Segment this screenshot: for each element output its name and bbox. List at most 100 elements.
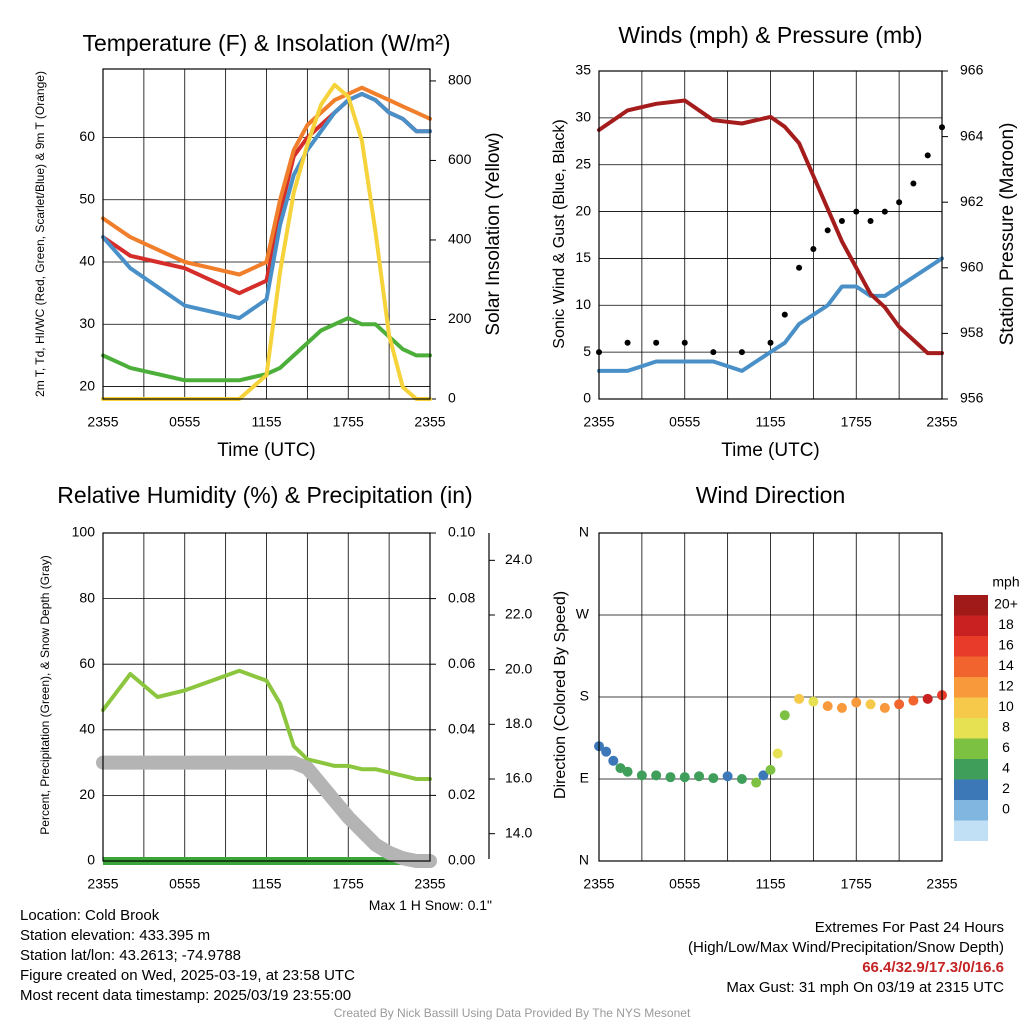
direction-point [772, 748, 783, 759]
y3-tick-label: 24.0 [505, 551, 532, 567]
y-tick-label: 25 [575, 155, 591, 171]
x-tick-label: 1155 [755, 876, 785, 892]
x-tick-label: 2355 [414, 414, 445, 430]
y-tick-label: 40 [79, 253, 95, 269]
legend-label: 4 [1002, 760, 1010, 776]
x-tick-label: 0555 [669, 414, 700, 430]
y-tick-label: 60 [79, 128, 95, 144]
x-tick-label: 1755 [841, 414, 872, 430]
legend-label: 2 [1002, 780, 1010, 796]
direction-point [922, 693, 933, 704]
series-line [597, 256, 944, 373]
y2-tick-label: 600 [448, 151, 472, 167]
x-tick-label: 2355 [583, 876, 614, 892]
y-tick-label: 10 [575, 296, 591, 312]
y2-tick-label: 400 [448, 231, 472, 247]
gust-point [924, 152, 931, 159]
y-tick-label: 35 [575, 62, 591, 78]
x-tick-label: 2355 [926, 414, 957, 430]
y-tick-label: 15 [575, 249, 591, 265]
chart-title: Winds (mph) & Pressure (mb) [618, 22, 922, 48]
gust-point [681, 339, 688, 346]
direction-point [765, 764, 776, 775]
gust-point [624, 339, 631, 346]
y-tick-label: 80 [79, 589, 95, 605]
x-tick-label: 1755 [333, 414, 364, 430]
y2-axis-label: Solar Insolation (Yellow) [483, 132, 504, 335]
direction-point [608, 755, 619, 766]
legend-title: mph [992, 574, 1019, 590]
y-axis-label: 2m T, Td, HI/WC (Red, Green, Scarlet/Blu… [33, 71, 47, 397]
legend-swatch [954, 779, 988, 800]
extremes-info: Extremes For Past 24 Hours (High/Low/Max… [688, 918, 1004, 998]
y-tick-label: 40 [79, 721, 95, 737]
legend-swatch [954, 656, 988, 677]
x-tick-label: 2355 [414, 876, 445, 892]
direction-point [758, 770, 769, 781]
y-tick-label: W [576, 606, 590, 622]
direction-point [851, 697, 862, 708]
y2-tick-label: 964 [960, 127, 984, 143]
direction-point [601, 746, 612, 757]
y-tick-label: E [580, 770, 589, 786]
legend-label: 6 [1002, 739, 1010, 755]
station-elevation: Station elevation: 433.395 m [20, 927, 211, 944]
extremes-heading: Extremes For Past 24 Hours [814, 919, 1004, 936]
snow-note: Max 1 H Snow: 0.1" [368, 897, 492, 913]
extremes-subheading: (High/Low/Max Wind/Precipitation/Snow De… [688, 939, 1004, 956]
direction-point [908, 695, 919, 706]
direction-point [636, 770, 647, 781]
y-tick-label: 50 [79, 190, 95, 206]
y2-tick-label: 962 [960, 193, 984, 209]
max-gust: Max Gust: 31 mph On 03/19 at 2315 UTC [726, 979, 1004, 996]
gust-point [796, 264, 803, 271]
gust-point [881, 208, 888, 215]
legend-swatch [954, 800, 988, 821]
plot-frame [598, 70, 943, 400]
y2-tick-label: 0.06 [448, 655, 475, 671]
direction-point [679, 772, 690, 783]
legend-swatch [954, 636, 988, 657]
legend-swatch [954, 738, 988, 759]
direction-point [794, 693, 805, 704]
x-tick-label: 0555 [169, 876, 200, 892]
direction-point [836, 702, 847, 713]
direction-point [894, 699, 905, 710]
x-tick-label: 1755 [841, 876, 872, 892]
direction-point [722, 771, 733, 782]
chart-title: Wind Direction [696, 482, 846, 508]
y2-tick-label: 800 [448, 72, 472, 88]
y-tick-label: N [579, 524, 589, 540]
legend-swatch [954, 677, 988, 698]
legend-swatch [954, 595, 988, 616]
direction-point [651, 770, 662, 781]
x-tick-label: 0555 [169, 414, 200, 430]
gust-point [653, 339, 660, 346]
plot-frame [598, 532, 943, 862]
legend-label: 16 [998, 637, 1014, 653]
station-latlon: Station lat/lon: 43.2613; -74.9788 [20, 947, 242, 964]
x-tick-label: 1155 [251, 876, 281, 892]
direction-point [736, 774, 747, 784]
gust-point [810, 246, 817, 253]
direction-point [708, 773, 719, 784]
legend-swatch [954, 820, 988, 841]
figure-created: Figure created on Wed, 2025-03-19, at 23… [20, 967, 355, 984]
series-line [597, 98, 944, 356]
legend-label: 14 [998, 657, 1014, 673]
gust-point [824, 227, 831, 234]
y-tick-label: 30 [575, 109, 591, 125]
direction-point [865, 699, 876, 710]
legend-label: 10 [998, 698, 1014, 714]
x-tick-label: 1755 [333, 876, 364, 892]
y2-tick-label: 0 [448, 390, 456, 406]
gust-point [767, 339, 774, 346]
y-tick-label: 20 [575, 202, 591, 218]
legend-label: 12 [998, 678, 1014, 694]
plot-frame [102, 68, 431, 400]
direction-point [665, 772, 676, 783]
x-tick-label: 2355 [87, 876, 118, 892]
series-line [101, 85, 432, 277]
y-tick-label: 100 [72, 524, 96, 540]
